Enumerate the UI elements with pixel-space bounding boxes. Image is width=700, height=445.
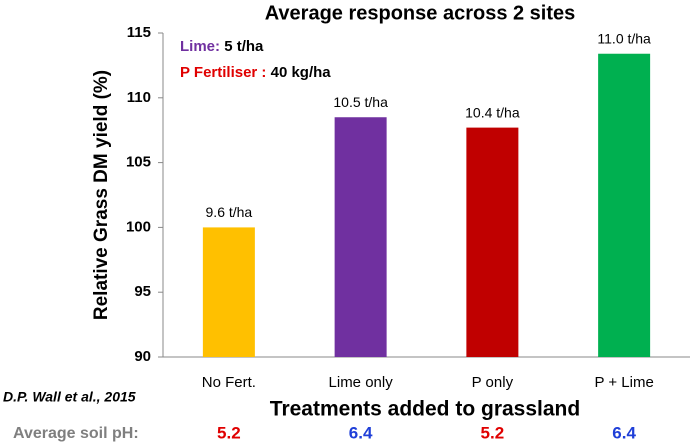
chart-title: Average response across 2 sites (265, 2, 576, 24)
y-tick-label: 105 (126, 154, 151, 171)
p-annotation: P Fertiliser : 40 kg/ha (180, 64, 331, 81)
soil-ph-value: 5.2 (217, 423, 241, 442)
x-axis-label: Treatments added to grassland (270, 398, 580, 421)
bar (202, 227, 255, 357)
x-tick-label: P only (472, 374, 514, 391)
lime-annotation: Lime: 5 t/ha (180, 38, 264, 55)
soil-ph-value: 5.2 (481, 423, 505, 442)
value-label: 10.4 t/ha (465, 104, 520, 120)
lime-rate: 5 t/ha (224, 38, 264, 55)
soil-ph-value: 6.4 (612, 423, 636, 442)
citation: D.P. Wall et al., 2015 (3, 389, 136, 405)
p-rate: 40 kg/ha (271, 64, 332, 81)
value-label: 11.0 t/ha (597, 30, 651, 46)
bar (466, 127, 519, 357)
bar (334, 117, 387, 358)
y-tick-label: 115 (127, 24, 151, 41)
bar (598, 53, 651, 358)
soil-ph-label: Average soil pH: (13, 425, 139, 442)
y-tick-label: 110 (127, 89, 151, 106)
x-tick-label: Lime only (329, 374, 394, 391)
p-label: P Fertiliser : (180, 64, 266, 81)
x-tick-label: P + Lime (594, 374, 653, 391)
y-tick-label: 100 (126, 218, 151, 235)
x-tick-label: No Fert. (202, 374, 256, 391)
lime-label: Lime: (180, 38, 220, 55)
y-tick-label: 90 (134, 348, 151, 365)
y-tick-label: 95 (134, 283, 151, 300)
value-label: 9.6 t/ha (206, 204, 253, 220)
soil-ph-value: 6.4 (349, 423, 373, 442)
value-label: 10.5 t/ha (333, 94, 388, 110)
y-axis-label: Relative Grass DM yield (%) (91, 70, 112, 320)
